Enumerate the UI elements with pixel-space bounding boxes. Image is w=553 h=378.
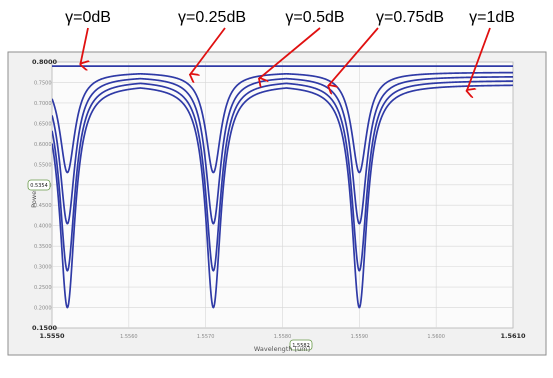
series-lines [52, 65, 513, 309]
y-tick-label: 0.7000 [34, 101, 52, 107]
series-line-3 [52, 80, 513, 272]
y-tick-label: 0.2500 [34, 285, 52, 291]
x-tick-label: 1.5600 [427, 334, 445, 340]
series-annotation-arrow [259, 27, 321, 78]
series-annotation-label: γ=0.25dB [178, 9, 246, 26]
y-axis-title: Power [30, 188, 38, 208]
series-annotation-label: γ=1dB [469, 9, 515, 26]
series-annotation-arrow [467, 27, 491, 91]
x-tick-label: 1.5570 [197, 334, 215, 340]
y-tick-label: 0.4500 [34, 203, 52, 209]
x-readout-value: 1.5582 [292, 343, 310, 349]
x-tick-label: 1.5580 [274, 334, 292, 340]
y-tick-label: 0.6000 [34, 142, 52, 148]
y-readout-value: 0.5354 [30, 183, 48, 189]
y-tick-label: 0.8000 [32, 58, 58, 66]
series-annotation-arrow [329, 27, 379, 85]
y-tick-label: 0.5500 [34, 162, 52, 168]
x-tick-label: 1.5550 [39, 332, 65, 340]
y-readout-badge: 0.5354 [27, 179, 51, 191]
x-readout-badge: 1.5582 [289, 339, 313, 351]
y-tick-label: 0.6500 [34, 121, 52, 127]
series-line-4 [52, 84, 513, 309]
series-annotation-label: γ=0dB [65, 9, 111, 26]
x-tick-label: 1.5590 [351, 334, 369, 340]
series-annotation-label: γ=0.5dB [285, 9, 344, 26]
series-annotation-arrow [190, 27, 226, 74]
y-tick-label: 0.3500 [34, 244, 52, 250]
y-tick-label: 0.7500 [34, 80, 52, 86]
series-line-1 [52, 71, 513, 174]
x-axis-title: Wavelength [um] [254, 345, 310, 353]
series-line-2 [52, 76, 513, 225]
y-tick-label: 0.3000 [34, 265, 52, 271]
series-annotations: γ=0dB γ=0.25dB γ=0.5dB γ=0.75dB γ=1dB [65, 9, 515, 91]
x-tick-label: 1.5560 [120, 334, 138, 340]
x-tick-label: 1.5610 [500, 332, 526, 340]
y-tick-label: 0.2000 [34, 306, 52, 312]
series-annotation-label: γ=0.75dB [376, 9, 444, 26]
y-tick-label: 0.1500 [32, 324, 58, 332]
series-annotation-arrow [80, 27, 88, 64]
y-tick-label: 0.4000 [34, 224, 52, 230]
